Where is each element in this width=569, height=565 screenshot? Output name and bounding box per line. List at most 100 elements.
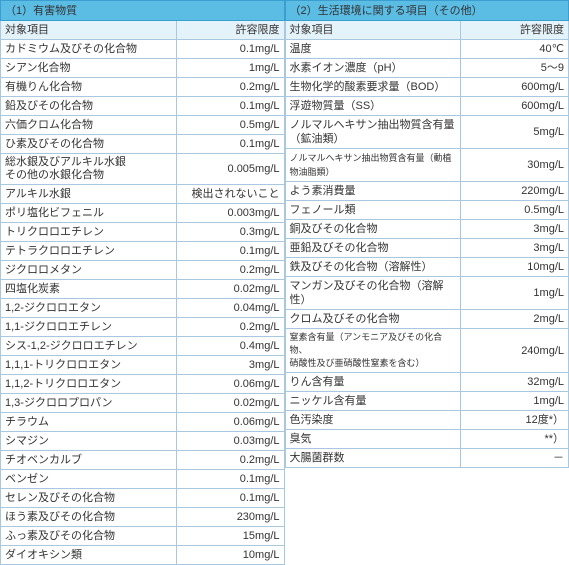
table-row: ひ素及びその化合物0.1mg/L: [1, 135, 285, 154]
table-row: ダイオキシン類10mg/L: [1, 546, 285, 565]
cell-val: 0.04mg/L: [176, 299, 284, 318]
table-row: 1,1-ジクロロエチレン0.2mg/L: [1, 318, 285, 337]
cell-name: チラウム: [1, 413, 177, 432]
cell-name: 銅及びその化合物: [285, 220, 461, 239]
table-row: フェノール類0.5mg/L: [285, 201, 569, 220]
table-row: トリクロロエチレン0.3mg/L: [1, 223, 285, 242]
table-row: ノルマルヘキサン抽出物質含有量（動植物油脂類）30mg/L: [285, 149, 569, 182]
table-row: シス-1,2-ジクロロエチレン0.4mg/L: [1, 337, 285, 356]
cell-name: 窒素含有量（アンモニア及びその化合物、 硝酸性及び亜硝酸性窒素を含む）: [285, 329, 461, 373]
table-row: 四塩化炭素0.02mg/L: [1, 280, 285, 299]
cell-val: 0.2mg/L: [176, 78, 284, 97]
cell-val: 2mg/L: [461, 310, 569, 329]
cell-name: ノルマルヘキサン抽出物質含有量（動植物油脂類）: [285, 149, 461, 182]
left-table: （1）有害物質 対象項目 許容限度 カドミウム及びその化合物0.1mg/Lシアン…: [0, 0, 285, 565]
cell-val: 15mg/L: [176, 527, 284, 546]
cell-val: 0.5mg/L: [461, 201, 569, 220]
cell-name: ベンゼン: [1, 470, 177, 489]
table-row: ほう素及びその化合物230mg/L: [1, 508, 285, 527]
cell-name: 総水銀及びアルキル水銀 その他の水銀化合物: [1, 154, 177, 185]
cell-val: 40℃: [461, 40, 569, 59]
table-row: 鉄及びその化合物（溶解性）10mg/L: [285, 258, 569, 277]
cell-val: 0.02mg/L: [176, 280, 284, 299]
table-row: 色汚染度12度*）: [285, 411, 569, 430]
table-row: 水素イオン濃度（pH）5～9: [285, 59, 569, 78]
cell-val: 0.06mg/L: [176, 413, 284, 432]
table-row: チラウム0.06mg/L: [1, 413, 285, 432]
table-row: よう素消費量220mg/L: [285, 182, 569, 201]
cell-name: 鉛及びその化合物: [1, 97, 177, 116]
right-header-name: 対象項目: [285, 21, 461, 40]
table-row: クロム及びその化合物2mg/L: [285, 310, 569, 329]
left-header-val: 許容限度: [176, 21, 284, 40]
cell-name: ポリ塩化ビフェニル: [1, 204, 177, 223]
cell-val: 0.1mg/L: [176, 135, 284, 154]
cell-val: 0.03mg/L: [176, 432, 284, 451]
cell-val: 5～9: [461, 59, 569, 78]
cell-val: －: [461, 449, 569, 468]
cell-name: アルキル水銀: [1, 185, 177, 204]
table-wrap: （1）有害物質 対象項目 許容限度 カドミウム及びその化合物0.1mg/Lシアン…: [0, 0, 569, 565]
cell-name: 亜鉛及びその化合物: [285, 239, 461, 258]
cell-name: 温度: [285, 40, 461, 59]
table-row: 亜鉛及びその化合物3mg/L: [285, 239, 569, 258]
table-row: ポリ塩化ビフェニル0.003mg/L: [1, 204, 285, 223]
cell-val: 10mg/L: [461, 258, 569, 277]
table-row: セレン及びその化合物0.1mg/L: [1, 489, 285, 508]
cell-name: テトラクロロエチレン: [1, 242, 177, 261]
cell-name: 臭気: [285, 430, 461, 449]
cell-val: 30mg/L: [461, 149, 569, 182]
cell-val: 0.2mg/L: [176, 261, 284, 280]
cell-val: 0.02mg/L: [176, 394, 284, 413]
cell-name: 大腸菌群数: [285, 449, 461, 468]
cell-val: 12度*）: [461, 411, 569, 430]
table-row: 臭気**）: [285, 430, 569, 449]
cell-name: 生物化学的酸素要求量（BOD）: [285, 78, 461, 97]
cell-val: 0.2mg/L: [176, 318, 284, 337]
cell-name: シアン化合物: [1, 59, 177, 78]
cell-val: 10mg/L: [176, 546, 284, 565]
cell-name: シマジン: [1, 432, 177, 451]
right-table: （2）生活環境に関する項目（その他） 対象項目 許容限度 温度40℃水素イオン濃…: [285, 0, 569, 468]
left-title: （1）有害物質: [1, 1, 285, 21]
table-row: 1,2-ジクロロエタン0.04mg/L: [1, 299, 285, 318]
cell-name: 鉄及びその化合物（溶解性）: [285, 258, 461, 277]
cell-name: カドミウム及びその化合物: [1, 40, 177, 59]
cell-val: 5mg/L: [461, 116, 569, 149]
table-row: りん含有量32mg/L: [285, 373, 569, 392]
cell-name: セレン及びその化合物: [1, 489, 177, 508]
cell-name: 有機りん化合物: [1, 78, 177, 97]
cell-name: ニッケル含有量: [285, 392, 461, 411]
cell-val: 0.1mg/L: [176, 470, 284, 489]
table-row: テトラクロロエチレン0.1mg/L: [1, 242, 285, 261]
cell-val: 600mg/L: [461, 97, 569, 116]
cell-val: 230mg/L: [176, 508, 284, 527]
cell-name: 1,2-ジクロロエタン: [1, 299, 177, 318]
cell-name: 1,1,2-トリクロロエタン: [1, 375, 177, 394]
cell-val: **）: [461, 430, 569, 449]
table-row: 銅及びその化合物3mg/L: [285, 220, 569, 239]
cell-val: 3mg/L: [176, 356, 284, 375]
cell-name: フェノール類: [285, 201, 461, 220]
cell-name: クロム及びその化合物: [285, 310, 461, 329]
cell-name: 1,3-ジクロロプロパン: [1, 394, 177, 413]
table-row: アルキル水銀検出されないこと: [1, 185, 285, 204]
cell-name: マンガン及びその化合物（溶解性）: [285, 277, 461, 310]
right-column: （2）生活環境に関する項目（その他） 対象項目 許容限度 温度40℃水素イオン濃…: [285, 0, 569, 565]
right-title: （2）生活環境に関する項目（その他）: [285, 1, 569, 21]
table-row: カドミウム及びその化合物0.1mg/L: [1, 40, 285, 59]
cell-name: 四塩化炭素: [1, 280, 177, 299]
table-row: ふっ素及びその化合物15mg/L: [1, 527, 285, 546]
cell-val: 0.1mg/L: [176, 97, 284, 116]
table-row: 鉛及びその化合物0.1mg/L: [1, 97, 285, 116]
cell-val: 1mg/L: [461, 392, 569, 411]
cell-name: りん含有量: [285, 373, 461, 392]
cell-name: ダイオキシン類: [1, 546, 177, 565]
table-row: 温度40℃: [285, 40, 569, 59]
cell-name: ほう素及びその化合物: [1, 508, 177, 527]
cell-val: 1mg/L: [176, 59, 284, 78]
cell-val: 0.3mg/L: [176, 223, 284, 242]
cell-val: 600mg/L: [461, 78, 569, 97]
table-row: 生物化学的酸素要求量（BOD）600mg/L: [285, 78, 569, 97]
cell-val: 0.4mg/L: [176, 337, 284, 356]
